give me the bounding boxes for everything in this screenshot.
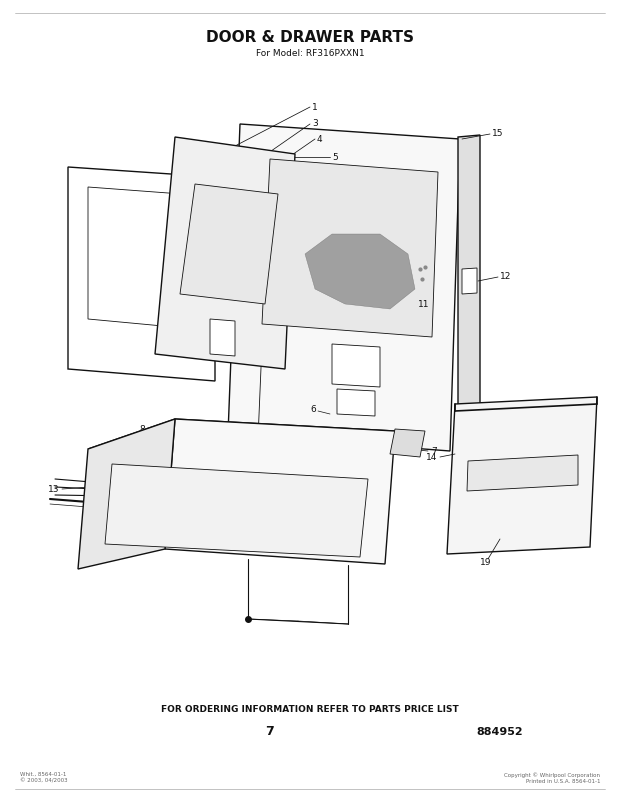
Text: 12: 12 [500,272,511,281]
Text: 11: 11 [418,300,430,309]
Text: 7: 7 [431,447,436,456]
Polygon shape [458,136,480,419]
Text: 19: 19 [480,558,492,567]
Polygon shape [78,419,175,569]
Text: 5: 5 [332,153,338,161]
Polygon shape [180,185,278,304]
Text: 3: 3 [312,120,317,128]
Text: Copyright © Whirlpool Corporation
Printed in U.S.A. 8564-01-1: Copyright © Whirlpool Corporation Printe… [504,771,600,783]
Polygon shape [88,188,195,329]
Polygon shape [332,344,380,388]
Text: 6: 6 [310,405,316,414]
Polygon shape [155,138,295,369]
Polygon shape [88,419,395,462]
Text: 14: 14 [425,453,437,462]
Polygon shape [337,389,375,417]
Text: 13: 13 [48,485,59,494]
Text: 8: 8 [140,425,145,434]
Polygon shape [210,320,235,357]
Polygon shape [462,269,477,295]
Polygon shape [105,464,368,557]
Polygon shape [228,124,460,451]
Text: 9: 9 [129,453,135,462]
Text: FOR ORDERING INFORMATION REFER TO PARTS PRICE LIST: FOR ORDERING INFORMATION REFER TO PARTS … [161,704,459,714]
Polygon shape [447,397,597,554]
Polygon shape [390,430,425,458]
Polygon shape [68,168,215,381]
Polygon shape [305,234,415,310]
Text: DOOR & DRAWER PARTS: DOOR & DRAWER PARTS [206,31,414,46]
Text: Whit., 8564-01-1
© 2003, 04/2003: Whit., 8564-01-1 © 2003, 04/2003 [20,771,68,783]
Text: eReplacementParts.com: eReplacementParts.com [234,473,386,486]
Text: For Model: RF316PXXN1: For Model: RF316PXXN1 [255,50,365,59]
Polygon shape [467,455,578,491]
Text: 15: 15 [492,129,503,138]
Text: 4: 4 [317,134,322,143]
Text: 1: 1 [312,102,317,112]
Polygon shape [165,419,395,565]
Text: 7: 7 [265,724,275,738]
Text: 884952: 884952 [477,726,523,736]
Polygon shape [262,160,438,337]
